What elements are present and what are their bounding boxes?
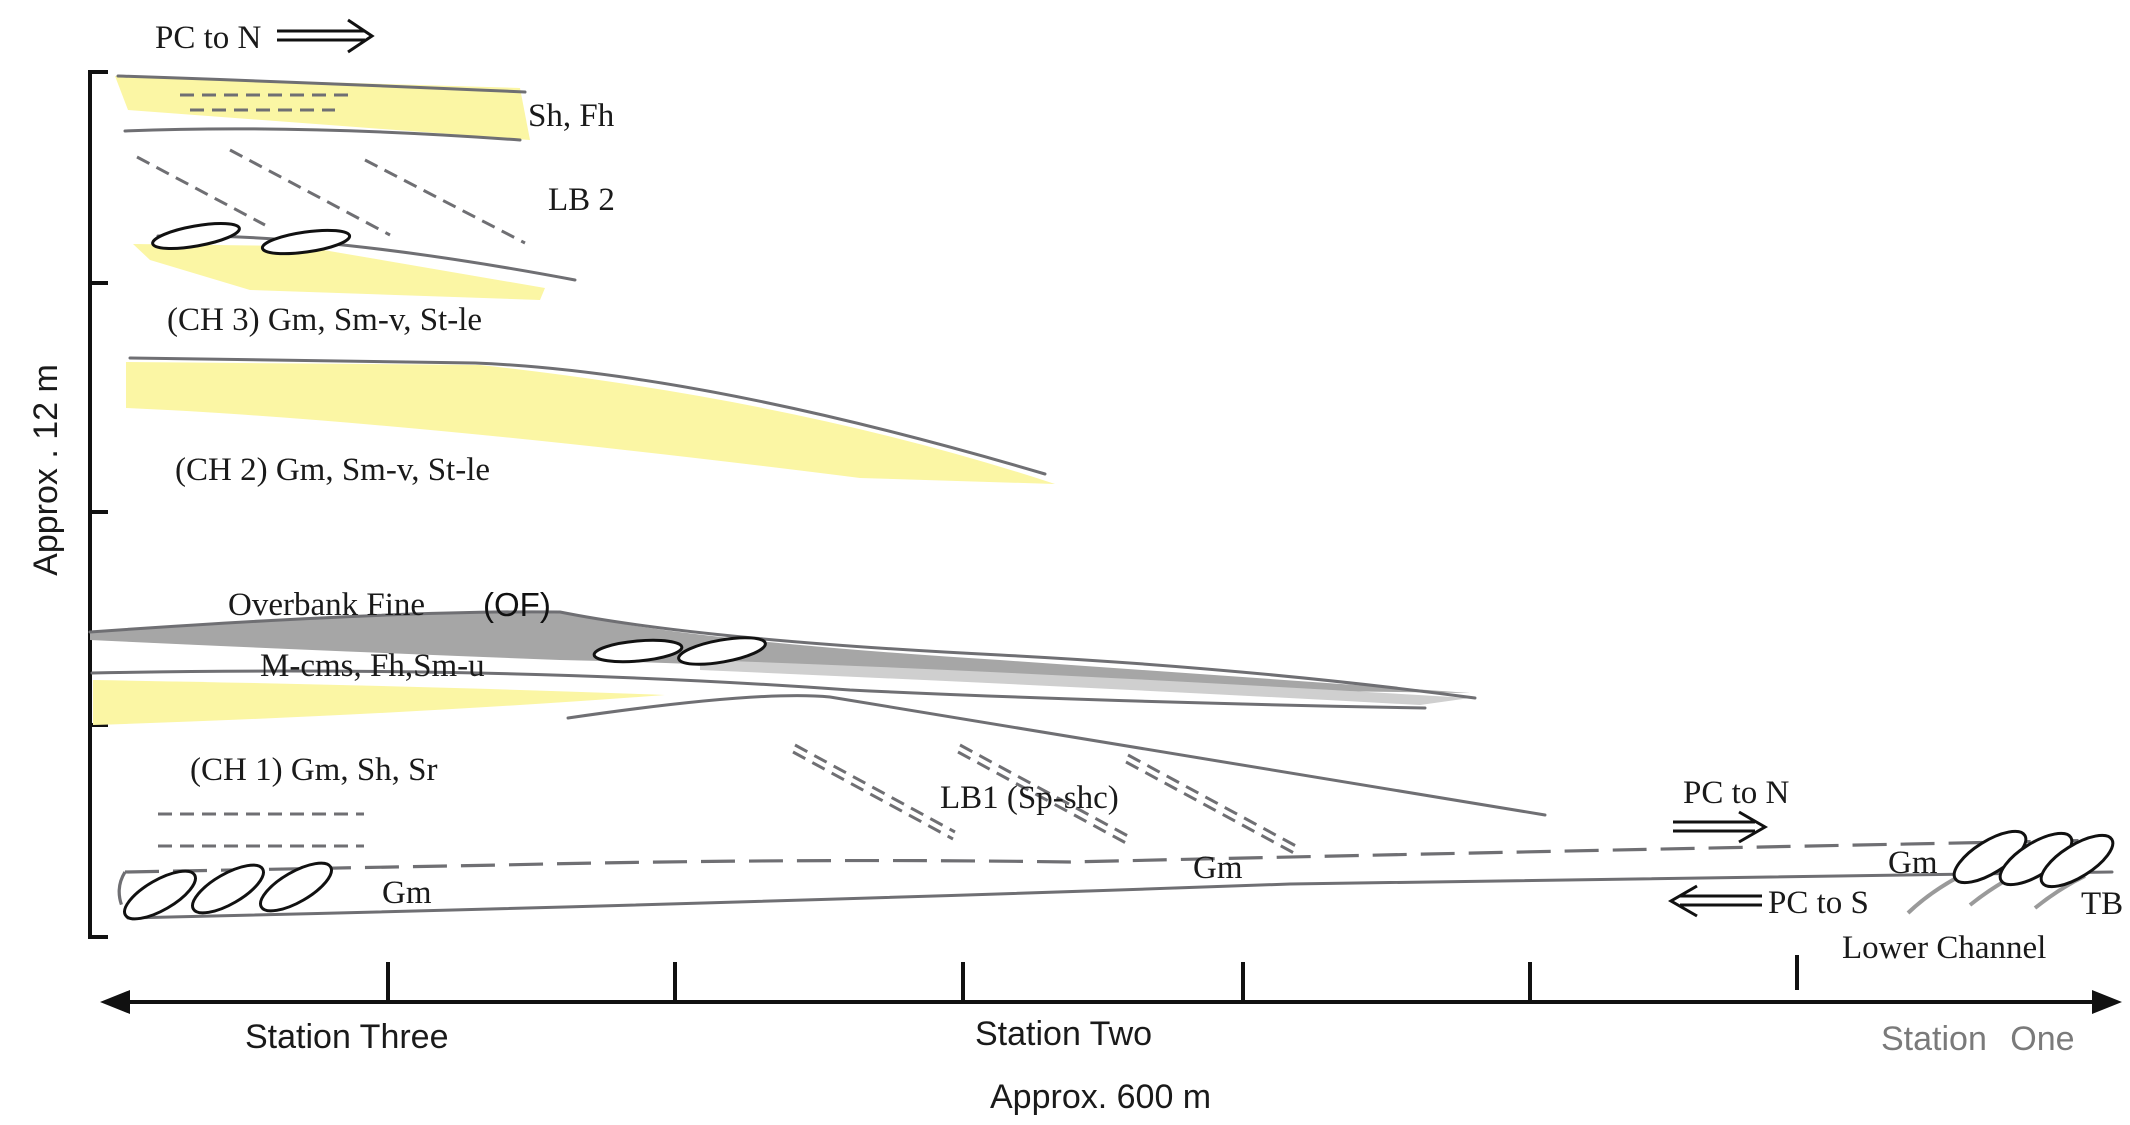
gm-mid-label: Gm: [1193, 850, 1243, 886]
sh-fh-label: Sh, Fh: [528, 98, 615, 134]
tb-label: TB: [2081, 886, 2123, 922]
station-three-label: Station Three: [245, 1018, 449, 1056]
ch1-label: (CH 1) Gm, Sh, Sr: [190, 752, 438, 788]
paleocurrent-north-arrow-top: [277, 18, 375, 54]
gravel-clast: [592, 638, 684, 664]
lower-channel-unit: [1906, 829, 2115, 915]
overbank-fine-label: Overbank Fine: [228, 587, 425, 623]
ch1-unit: [93, 680, 1547, 848]
pc-to-n-right-label: PC to N: [1683, 775, 1790, 811]
gravel-clast: [191, 863, 265, 915]
gravel-clast: [259, 861, 333, 913]
gravel-clast: [260, 228, 352, 256]
lb2-unit: [136, 148, 526, 245]
gravel-clast: [1952, 829, 2028, 885]
y-axis-label: Approx . 12 m: [27, 364, 65, 576]
lb1-unit: [792, 743, 1297, 855]
ch3-label: (CH 3) Gm, Sm-v, St-le: [167, 302, 482, 338]
lower-channel-label: Lower Channel: [1842, 930, 2046, 966]
right-arrowhead: [2092, 990, 2122, 1014]
basal-gm-unit: [117, 838, 2114, 921]
ch2-unit: [126, 356, 1055, 484]
lb1-label: LB1 (Sp-shc): [940, 780, 1119, 816]
pc-to-s-label: PC to S: [1768, 885, 1869, 921]
x-axis-label: Approx. 600 m: [990, 1078, 1211, 1116]
sh-fh-unit: [115, 74, 530, 142]
gravel-clast: [123, 869, 197, 921]
left-arrowhead: [100, 990, 130, 1014]
paleocurrent-south-arrow: [1667, 884, 1762, 918]
pc-to-n-top-label: PC to N: [155, 20, 262, 56]
station-one-label: Station One: [1881, 1020, 2075, 1058]
lb2-label: LB 2: [548, 182, 615, 218]
overbank-fine-unit: [88, 610, 1477, 710]
ch2-label: (CH 2) Gm, Sm-v, St-le: [175, 452, 490, 488]
paleocurrent-north-arrow-right: [1673, 810, 1769, 844]
horizontal-axis: [100, 955, 2122, 1014]
gm-left-label: Gm: [382, 875, 432, 911]
gravel-clast: [677, 636, 767, 666]
gm-right-label: Gm: [1888, 845, 1938, 881]
m-cms-label: M-cms, Fh,Sm-u: [260, 648, 485, 684]
overbank-fine-abbrev: (OF): [483, 586, 551, 623]
gravel-clast: [151, 222, 241, 250]
gravel-clast: [2039, 833, 2115, 889]
ch3-unit: [133, 222, 577, 300]
station-two-label: Station Two: [975, 1015, 1152, 1053]
vertical-axis: [88, 70, 108, 939]
